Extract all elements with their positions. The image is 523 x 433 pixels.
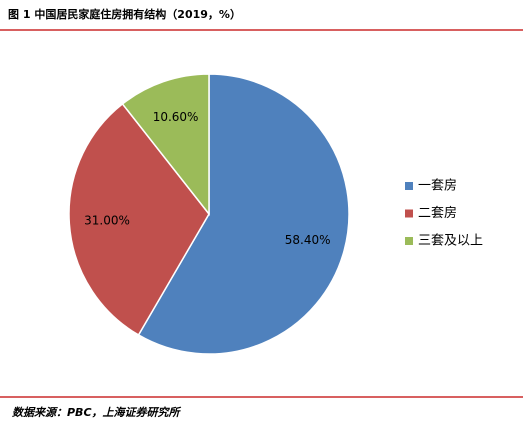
pie-slice	[137, 73, 350, 355]
legend-label: 一套房	[418, 178, 457, 194]
legend-label: 三套及以上	[418, 233, 483, 249]
data-label: 58.40%	[285, 233, 331, 247]
data-label: 31.00%	[84, 214, 130, 228]
chart-title: 图 1 中国居民家庭住房拥有结构（2019，%）	[8, 7, 241, 21]
legend-label: 二套房	[418, 205, 457, 221]
legend-swatch	[405, 237, 413, 245]
source-note: 数据来源：PBC，上海证券研究所	[12, 406, 182, 419]
legend-swatch	[405, 209, 413, 218]
data-label: 10.60%	[153, 110, 199, 124]
legend-swatch	[405, 182, 413, 190]
pie-slice	[121, 73, 210, 217]
pie-slice	[68, 102, 210, 336]
